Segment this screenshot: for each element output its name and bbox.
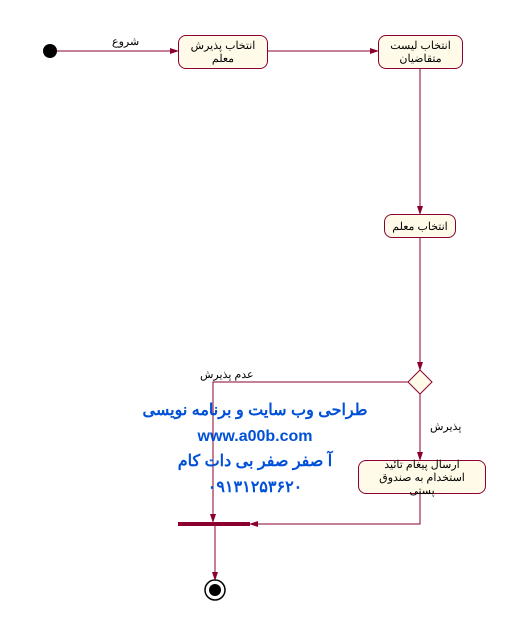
end-node-dot	[209, 584, 221, 596]
activity-n3: انتخاب معلم	[384, 214, 456, 238]
edge-label: شروع	[112, 35, 139, 48]
watermark-line: طراحی وب سایت و برنامه نویسی	[105, 398, 405, 424]
edge-label: پذیرش	[430, 420, 461, 433]
merge-bar	[178, 522, 250, 526]
watermark-line: ۰۹۱۳۱۲۵۳۶۲۰	[105, 475, 405, 501]
edge-label: عدم پذیرش	[200, 368, 254, 381]
activity-n1: انتخاب پذیرش معلم	[178, 35, 268, 69]
start-node	[43, 44, 57, 58]
watermark-line: www.a00b.com	[105, 424, 405, 450]
decision-node	[408, 370, 432, 394]
flowchart-canvas	[0, 0, 505, 624]
watermark-line: آ صفر صفر بی دات کام	[105, 449, 405, 475]
watermark-text: طراحی وب سایت و برنامه نویسیwww.a00b.com…	[105, 398, 405, 500]
activity-n2: انتخاب لیست متقاضیان	[378, 35, 463, 69]
